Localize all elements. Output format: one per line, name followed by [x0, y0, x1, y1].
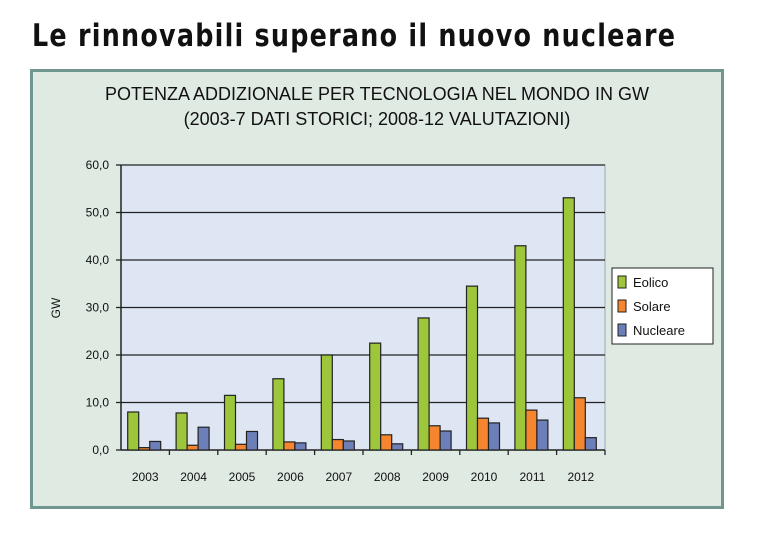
bar-nucleare	[487, 422, 501, 451]
bar-eolico	[272, 378, 285, 451]
bar-solare	[186, 444, 199, 451]
bar-solare	[138, 447, 151, 451]
y-tick-label: 30,0	[86, 301, 110, 315]
bar-nucleare	[584, 437, 597, 451]
x-tick-label: 2005	[229, 470, 256, 484]
bar-solare	[234, 443, 248, 451]
legend-label-eolico: Eolico	[633, 275, 668, 290]
bar-nucleare	[439, 430, 452, 451]
y-tick-label: 10,0	[86, 396, 110, 410]
legend	[611, 267, 714, 345]
x-tick-label: 2009	[422, 470, 449, 484]
bar-solare	[573, 397, 586, 451]
x-tick-label: 2003	[132, 470, 159, 484]
legend-label-nucleare: Nucleare	[633, 323, 685, 338]
y-tick-label: 50,0	[86, 206, 110, 220]
bar-nucleare	[149, 440, 162, 451]
bar-nucleare	[197, 426, 210, 451]
bar-solare	[380, 434, 393, 451]
legend-swatch-eolico	[617, 275, 627, 289]
x-tick-label: 2010	[471, 470, 498, 484]
bar-solare	[331, 438, 344, 451]
bar-nucleare	[536, 419, 549, 451]
legend-swatch-nucleare	[617, 323, 627, 337]
x-tick-label: 2008	[374, 470, 401, 484]
y-tick-label: 60,0	[86, 158, 110, 172]
bar-eolico	[417, 317, 430, 451]
chart-title: POTENZA ADDIZIONALE PER TECNOLOGIA NEL M…	[104, 84, 650, 104]
bar-solare	[283, 441, 296, 451]
bar-eolico	[514, 245, 527, 451]
x-tick-label: 2012	[567, 470, 594, 484]
x-tick-label: 2011	[519, 470, 545, 484]
y-tick-label: 20,0	[86, 348, 110, 362]
y-tick-label: 0,0	[92, 443, 109, 457]
bar-eolico	[223, 394, 237, 451]
x-tick-label: 2007	[325, 470, 352, 484]
bar-eolico	[369, 342, 382, 451]
bar-eolico	[562, 197, 575, 451]
bar-nucleare	[342, 440, 355, 451]
bar-eolico	[465, 285, 479, 451]
bar-eolico	[127, 411, 140, 451]
headline: Le rinnovabili superano il nuovo nuclear…	[32, 18, 677, 54]
legend-label-solare: Solare	[633, 299, 671, 314]
bar-nucleare	[294, 442, 307, 451]
bar-eolico	[175, 412, 188, 451]
bar-solare	[428, 425, 441, 451]
y-tick-label: 40,0	[86, 253, 110, 267]
legend-swatch-solare	[617, 299, 627, 313]
chart-subtitle: (2003-7 DATI STORICI; 2008-12 VALUTAZION…	[183, 109, 571, 129]
bar-solare	[525, 409, 538, 451]
x-tick-label: 2004	[180, 470, 207, 484]
bar-nucleare	[391, 443, 404, 451]
y-axis-label: GW	[49, 297, 63, 318]
x-tick-label: 2006	[277, 470, 304, 484]
bar-eolico	[320, 354, 333, 451]
bar-nucleare	[245, 430, 259, 451]
bar-solare	[476, 417, 490, 451]
